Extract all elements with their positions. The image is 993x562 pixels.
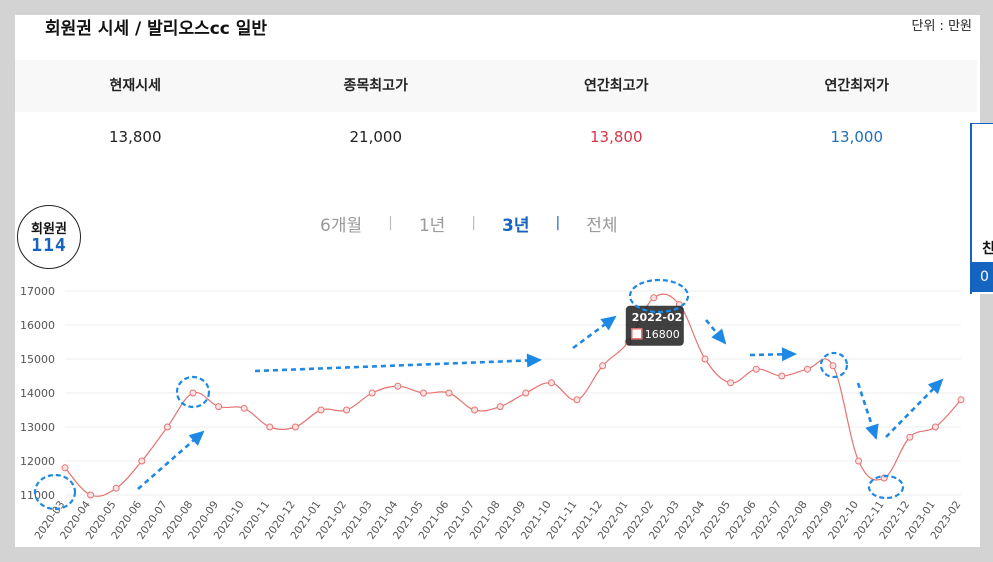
summary-col-annual-high: 연간최고가 <box>584 78 649 94</box>
current-price-value: 13,800 <box>109 128 162 146</box>
data-point <box>957 396 965 404</box>
logo-text: 회원권 <box>31 222 67 237</box>
annual-high-value: 13,800 <box>590 128 643 146</box>
data-point <box>573 396 581 404</box>
data-point <box>906 433 914 441</box>
annotation-arrow-head <box>781 347 797 362</box>
data-point <box>803 365 811 373</box>
data-point <box>163 423 171 431</box>
summary-header-row: 현재시세 종목최고가 연간최고가 연간최저가 <box>15 60 977 112</box>
tab-6months[interactable]: 6개월 <box>320 215 363 236</box>
data-point <box>727 379 735 387</box>
data-point <box>547 379 555 387</box>
data-point <box>829 362 837 370</box>
annotation-arrow-head <box>865 423 879 440</box>
data-point <box>496 403 504 411</box>
summary-col-alltime-high: 종목최고가 <box>343 78 408 94</box>
tooltip-label: 2022-02 <box>632 311 683 324</box>
logo-number: 114 <box>31 235 67 256</box>
annotation-circle <box>819 351 849 379</box>
annotation-arrow-line <box>137 431 204 490</box>
data-point <box>87 491 95 499</box>
annotation-arrow-line <box>885 379 943 438</box>
annotation-circle <box>175 375 211 409</box>
tooltip-swatch <box>631 328 643 340</box>
data-point <box>522 389 530 397</box>
unit-label: 단위 : 만원 <box>911 19 973 34</box>
data-point <box>317 406 325 414</box>
side-panel-edge <box>970 123 993 294</box>
series-line <box>64 293 962 497</box>
y-tick-label: 13000 <box>20 421 55 434</box>
annotation-circle <box>628 278 690 314</box>
data-point <box>650 294 658 302</box>
data-point <box>368 389 376 397</box>
y-tick-label: 14000 <box>20 387 55 400</box>
data-point <box>394 382 402 390</box>
annotation-arrow-line <box>704 319 727 344</box>
annotation-arrow-head <box>600 315 617 331</box>
alltime-high-value: 21,000 <box>349 128 403 146</box>
data-point <box>240 404 248 412</box>
data-point <box>855 457 863 465</box>
data-point <box>419 389 427 397</box>
data-point <box>343 406 351 414</box>
data-point <box>701 355 709 363</box>
price-summary-table: 현재시세 종목최고가 연간최고가 연간최저가 13,800 21,000 13,… <box>15 60 977 198</box>
annotation-arrow-head <box>927 378 944 395</box>
data-point <box>752 365 760 373</box>
data-point <box>266 423 274 431</box>
y-tick-label: 16000 <box>20 319 55 332</box>
side-panel-button[interactable]: 0 <box>970 262 993 292</box>
membership-114-logo: 회원권 114 <box>17 205 81 269</box>
summary-col-annual-low: 연간최저가 <box>824 78 889 94</box>
data-point <box>61 464 69 472</box>
y-tick-label: 11000 <box>20 489 55 502</box>
tab-divider: | <box>388 215 393 231</box>
summary-value-row: 13,800 21,000 13,800 13,000 <box>15 120 977 160</box>
page-title: 회원권 시세 / 발리오스cc 일반 <box>45 19 268 39</box>
data-point <box>112 484 120 492</box>
data-point <box>138 457 146 465</box>
annual-low-value: 13,000 <box>830 128 884 146</box>
annotation-arrow-head <box>711 328 727 345</box>
data-point <box>291 423 299 431</box>
data-point <box>215 403 223 411</box>
data-point <box>599 362 607 370</box>
tab-1year[interactable]: 1년 <box>418 215 446 236</box>
tab-divider: | <box>555 215 561 231</box>
tab-3years[interactable]: 3년 <box>502 215 530 236</box>
price-card: 회원권 시세 / 발리오스cc 일반 단위 : 만원 현재시세 종목최고가 연간… <box>15 15 980 547</box>
tab-divider: | <box>471 215 477 231</box>
side-panel-label: 친 <box>982 241 993 257</box>
y-tick-label: 17000 <box>20 285 55 298</box>
data-point <box>445 389 453 397</box>
data-point <box>189 389 197 397</box>
annotation-arrow-head <box>526 353 542 368</box>
y-tick-label: 12000 <box>20 455 55 468</box>
period-tabs: 6개월 | 1년 | 3년 | 전체 <box>320 211 618 236</box>
summary-col-current: 현재시세 <box>109 78 162 94</box>
data-point <box>471 406 479 414</box>
y-tick-label: 15000 <box>20 353 55 366</box>
tab-all[interactable]: 전체 <box>586 215 618 236</box>
data-point <box>931 423 939 431</box>
data-point <box>778 372 786 380</box>
annotation-arrow-head <box>188 430 205 446</box>
annotation-circle <box>33 473 77 511</box>
annotation-circle <box>867 474 905 500</box>
tooltip-value: 16800 <box>645 328 680 341</box>
annotation-arrow-line <box>254 358 541 373</box>
